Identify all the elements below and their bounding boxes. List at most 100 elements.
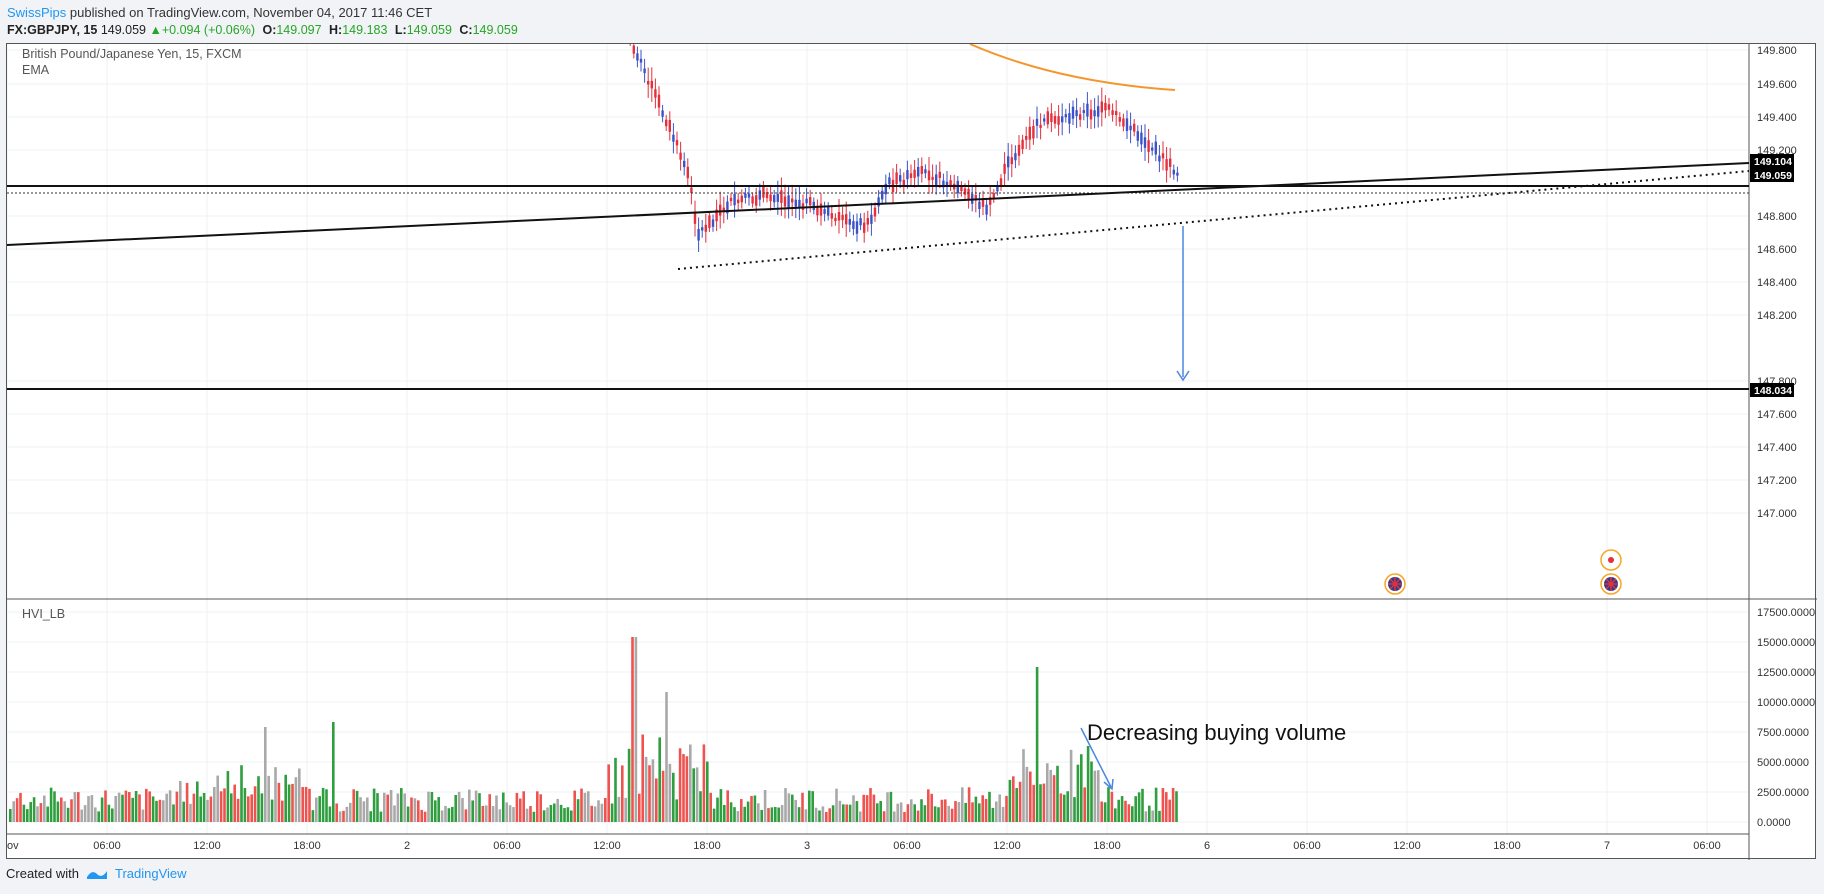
volume-bar bbox=[189, 803, 192, 822]
candle-body bbox=[1093, 110, 1096, 117]
event-dot-icon[interactable] bbox=[1600, 549, 1622, 571]
volume-bar bbox=[1165, 792, 1168, 822]
volume-bar bbox=[474, 790, 478, 822]
volume-bar bbox=[417, 800, 420, 822]
candle-body bbox=[931, 176, 934, 180]
volume-bar bbox=[668, 763, 672, 822]
candle-body bbox=[852, 221, 855, 229]
uk-flag-event-icon[interactable] bbox=[1600, 573, 1622, 595]
candle-body bbox=[751, 196, 754, 204]
volume-bar bbox=[604, 798, 607, 822]
volume-axis[interactable]: 17500.0000 15000.0000 12500.0000 10000.0000… bbox=[1757, 607, 1815, 829]
volume-bar bbox=[243, 788, 247, 822]
candle-body bbox=[945, 181, 949, 187]
last-price: 149.059 bbox=[100, 23, 146, 37]
volume-bar bbox=[1158, 810, 1161, 822]
target-arrow-head bbox=[1176, 370, 1190, 382]
volume-bar bbox=[219, 791, 223, 822]
volume-bar bbox=[1148, 805, 1151, 822]
volume-bar bbox=[9, 809, 12, 822]
volume-bar bbox=[801, 792, 804, 822]
candle-body bbox=[1107, 104, 1111, 110]
volume-bar bbox=[1056, 765, 1059, 822]
volume-bar bbox=[277, 782, 281, 822]
volume-bar bbox=[284, 774, 287, 822]
volume-bar bbox=[128, 792, 131, 822]
candle-body bbox=[715, 209, 718, 222]
volume-bar bbox=[838, 800, 842, 822]
candle-body bbox=[755, 195, 758, 206]
time-tick-label: 3 bbox=[804, 840, 810, 852]
volume-bar bbox=[1063, 794, 1066, 822]
tradingview-logo-icon[interactable] bbox=[85, 867, 109, 881]
price-tick-label: 147.400 bbox=[1757, 442, 1797, 454]
volume-bar bbox=[702, 744, 706, 822]
volume-bar bbox=[117, 792, 121, 822]
volume-bar bbox=[774, 806, 777, 822]
candle-body bbox=[1039, 124, 1042, 128]
volume-bar bbox=[1083, 787, 1086, 822]
volume-bar bbox=[158, 799, 162, 822]
uk-flag-event-icon[interactable] bbox=[1384, 573, 1406, 595]
volume-bar bbox=[889, 791, 893, 822]
volume-bar bbox=[930, 793, 933, 822]
volume-bar bbox=[723, 804, 726, 822]
candle-body bbox=[992, 193, 995, 199]
volume-bar bbox=[1008, 779, 1012, 822]
candle-body bbox=[1046, 111, 1049, 125]
author-link[interactable]: SwissPips bbox=[7, 5, 67, 20]
volume-bar bbox=[967, 787, 971, 822]
candle-body bbox=[927, 170, 931, 181]
high-label: H: bbox=[329, 23, 343, 37]
chart-canvas[interactable]: 149.800149.600149.400149.200148.800148.6… bbox=[7, 44, 1817, 860]
candle-body bbox=[647, 81, 650, 85]
volume-bar bbox=[83, 805, 87, 822]
candle-body bbox=[996, 185, 999, 192]
volume-bar bbox=[226, 771, 230, 822]
volume-bar bbox=[168, 790, 172, 822]
ema-legend[interactable]: EMA bbox=[22, 63, 50, 77]
volume-bar bbox=[260, 793, 264, 822]
volume-bar bbox=[49, 787, 53, 822]
volume-bar bbox=[114, 795, 117, 822]
candle-body bbox=[711, 219, 715, 227]
annotation-arrow-line[interactable] bbox=[1080, 727, 1112, 788]
volume-bar bbox=[372, 788, 376, 822]
volume-bar bbox=[859, 811, 862, 822]
candle-body bbox=[913, 169, 916, 178]
volume-bar bbox=[386, 794, 389, 822]
main-pane-title: British Pound/Japanese Yen, 15, FXCM bbox=[22, 47, 242, 61]
candle-body bbox=[672, 134, 675, 142]
volume-bar bbox=[1039, 784, 1042, 822]
volume-bar bbox=[22, 804, 26, 822]
volume-pane-title[interactable]: HVI_LB bbox=[22, 607, 66, 621]
volume-bar bbox=[1001, 806, 1005, 822]
volume-bar bbox=[539, 794, 542, 822]
volume-bar bbox=[1086, 745, 1090, 822]
time-axis[interactable]: ov 06:00 12:00 18:00 2 06:00 12:00 18:00 3 06:00 1… bbox=[7, 840, 1721, 852]
volume-bar bbox=[46, 806, 49, 822]
candle-body bbox=[859, 218, 862, 226]
volume-bar bbox=[236, 798, 240, 822]
volume-bar bbox=[600, 803, 604, 822]
volume-bar bbox=[559, 804, 563, 822]
candle-body bbox=[1161, 153, 1165, 159]
volume-bar bbox=[865, 795, 869, 822]
volume-bar bbox=[230, 793, 233, 822]
volume-bar bbox=[682, 754, 685, 822]
price-badges: 149.104 149.059 148.034 bbox=[1750, 154, 1794, 397]
time-tick-label: 7 bbox=[1604, 840, 1610, 852]
price-axis[interactable]: 149.800149.600149.400149.200148.800148.6… bbox=[1757, 45, 1797, 520]
volume-tick-label: 12500.0000 bbox=[1757, 667, 1815, 679]
high-value: 149.183 bbox=[342, 23, 388, 37]
tradingview-link[interactable]: TradingView bbox=[114, 866, 187, 881]
volume-bar bbox=[995, 801, 998, 822]
chart-container[interactable]: 149.800 149.600 149.400 149.200 148.800 148.6… bbox=[6, 43, 1817, 860]
volume-bar bbox=[1131, 806, 1134, 822]
volume-annotation[interactable]: Decreasing buying volume bbox=[1087, 720, 1346, 745]
volume-bar bbox=[879, 800, 882, 822]
price-tick-label: 148.200 bbox=[1757, 310, 1797, 322]
trend-line-solid[interactable] bbox=[7, 162, 1750, 246]
volume-bar bbox=[886, 792, 889, 822]
volume-bar bbox=[376, 793, 379, 822]
